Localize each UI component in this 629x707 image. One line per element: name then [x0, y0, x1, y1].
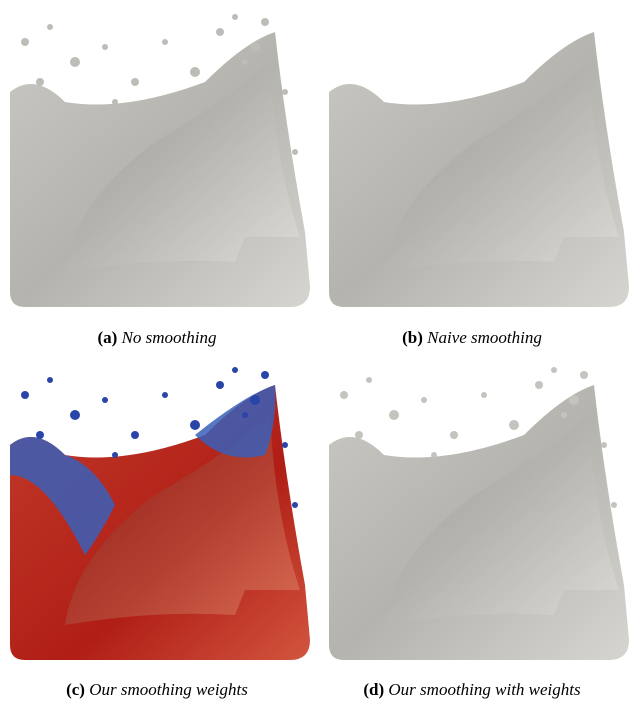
label: (a): [97, 328, 117, 347]
figure-page: (a) No smoothing (b) Naive smoothing (c)…: [0, 0, 629, 707]
label: (d): [363, 680, 384, 699]
render-a: [5, 2, 310, 312]
caption-a: (a) No smoothing: [0, 328, 314, 348]
render-d: [324, 355, 629, 665]
caption-text: Naive smoothing: [427, 328, 542, 347]
caption-b: (b) Naive smoothing: [315, 328, 629, 348]
caption-text: Our smoothing weights: [89, 680, 248, 699]
render-c: [5, 355, 310, 665]
label: (c): [66, 680, 85, 699]
caption-c: (c) Our smoothing weights: [0, 680, 314, 700]
caption-text: No smoothing: [122, 328, 217, 347]
label: (b): [402, 328, 423, 347]
render-b: [324, 2, 629, 312]
caption-d: (d) Our smoothing with weights: [315, 680, 629, 700]
caption-text: Our smoothing with weights: [388, 680, 580, 699]
